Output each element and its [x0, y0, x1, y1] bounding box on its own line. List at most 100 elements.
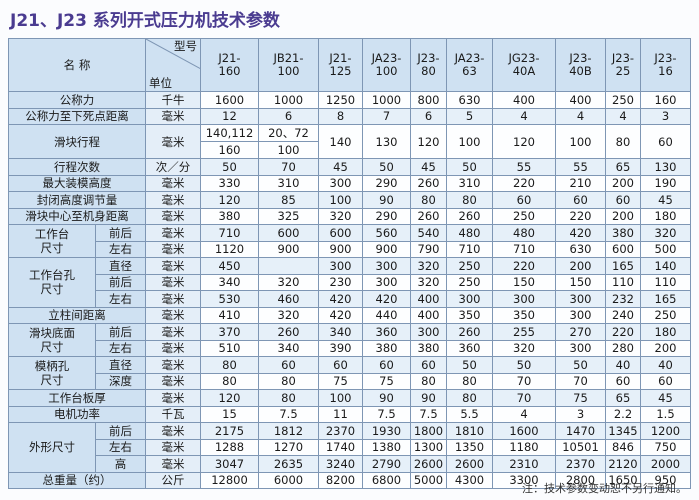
value-cell: 1300: [410, 438, 447, 456]
value-cell: 630: [446, 91, 493, 109]
value-cell: 320: [640, 224, 691, 242]
value-cell: 180: [640, 207, 691, 225]
value-cell: 50: [200, 158, 259, 176]
value-cell: 790: [410, 240, 447, 258]
value-cell: 60: [640, 372, 691, 390]
unit-cell: 毫米: [145, 389, 201, 407]
value-cell: 165: [640, 290, 691, 308]
value-cell: 400: [555, 91, 606, 109]
value-cell: 4300: [446, 471, 493, 489]
value-cell: 360: [362, 323, 411, 341]
header-row: 名 称 型号 单位 J21- 160 JB21- 100 J21- 125 JA23-…: [8, 38, 691, 92]
value-cell: 380: [362, 339, 411, 357]
unit-cell: 毫米: [145, 306, 201, 324]
value-cell: 390: [318, 339, 363, 357]
value-cell: 270: [555, 323, 606, 341]
value-cell: 6: [258, 107, 319, 125]
value-cell: 45: [640, 191, 691, 209]
value-cell: 2.2: [605, 405, 641, 423]
unit-cell: 毫米: [145, 207, 201, 225]
value-cell: 710: [492, 240, 556, 258]
value-cell: 380: [200, 207, 259, 225]
value-cell: 900: [258, 240, 319, 258]
value-cell: 1270: [258, 438, 319, 456]
value-line: 100: [277, 143, 300, 157]
value-cell: 60: [362, 356, 411, 374]
value-cell: 1600: [492, 422, 556, 440]
value-cell: 200: [555, 257, 606, 275]
value-cell: 45: [410, 158, 447, 176]
value-cell: 300: [555, 306, 606, 324]
value-cell: 560: [362, 224, 411, 242]
value-cell: 70: [258, 158, 319, 176]
sub-name: 前后: [95, 422, 146, 440]
value-cell: 6000: [258, 471, 319, 489]
sub-name: 深度: [95, 372, 146, 390]
value-cell: 250: [446, 273, 493, 291]
value-cell: 2000: [640, 455, 691, 473]
value-cell: 500: [640, 240, 691, 258]
row-name: 封闭高度调节量: [8, 191, 146, 209]
value-cell: 1250: [318, 91, 363, 109]
row-name: 总重量（约）: [8, 471, 146, 489]
value-cell: 300: [362, 257, 411, 275]
value-cell: 80: [200, 356, 259, 374]
value-cell: 40: [640, 356, 691, 374]
value-cell: 5: [446, 107, 493, 125]
unit-label: 单位: [149, 76, 172, 90]
table-row: 公称力 千牛 1600 1000 1250 1000 800 630 400 400 250 160: [8, 91, 691, 109]
model-header: JA23- 100: [362, 38, 411, 92]
value-cell: 60: [318, 356, 363, 374]
table-row: 模柄孔 尺寸 直径 毫米 80 60 60 60 60 50 50 50 40 40: [8, 356, 691, 390]
model-header: J23- 80: [410, 38, 447, 92]
sub-name: 前后: [95, 224, 146, 242]
value-cell: 70: [555, 372, 606, 390]
value-cell: 7.5: [410, 405, 447, 423]
value-cell: 1350: [446, 438, 493, 456]
value-cell: 250: [446, 257, 493, 275]
value-cell: 1180: [492, 438, 556, 456]
value-cell: 2600: [446, 455, 493, 473]
value-cell: 85: [258, 191, 319, 209]
value-cell: 1812: [258, 422, 319, 440]
value-cell: 260: [410, 174, 447, 192]
value-cell: 80: [258, 389, 319, 407]
row-name: 行程次数: [8, 158, 146, 176]
value-cell: 220: [605, 323, 641, 341]
value-cell: 260: [446, 207, 493, 225]
table-row: 行程次数 次／分 50 70 45 50 45 50 55 55 65 130: [8, 158, 691, 176]
table-row: 工作台板厚 毫米 120 80 100 90 90 80 70 75 65 45: [8, 389, 691, 407]
model-header: J21- 160: [200, 38, 259, 92]
value-cell: 300: [446, 290, 493, 308]
value-cell: 510: [200, 339, 259, 357]
value-cell: 420: [318, 290, 363, 308]
table-row: 左右 毫米 530 460 420 420 400 300 300 300 232 165: [9, 290, 691, 308]
unit-cell: 毫米: [145, 372, 201, 390]
value-cell: 15: [200, 405, 259, 423]
value-cell: 55: [555, 158, 606, 176]
value-cell: 50: [555, 356, 606, 374]
table-row: 总重量（约） 公斤 12800 6000 8200 6800 5000 4300 3300 280…: [8, 471, 691, 489]
value-cell: 165: [605, 257, 641, 275]
table-row: 左右 毫米 1288 1270 1740 1380 1300 1350 1180 10501 846…: [9, 438, 691, 456]
value-cell: 320: [410, 273, 447, 291]
value-cell: 460: [258, 290, 319, 308]
value-cell: 200: [640, 339, 691, 357]
value-cell: 600: [258, 224, 319, 242]
value-cell: 90: [410, 389, 447, 407]
value-cell: 380: [410, 339, 447, 357]
value-cell: 710: [200, 224, 259, 242]
value-cell: 4: [492, 405, 556, 423]
row-name: 公称力: [8, 91, 146, 109]
value-cell: 140: [318, 124, 363, 159]
unit-cell: 毫米: [145, 257, 201, 275]
value-cell: 900: [362, 240, 411, 258]
value-cell: 140,112 160: [200, 124, 259, 159]
value-cell: 60: [410, 356, 447, 374]
value-cell: 750: [640, 438, 691, 456]
value-cell: 20、72 100: [258, 124, 319, 159]
value-cell: 150: [555, 273, 606, 291]
value-cell: 100: [318, 191, 363, 209]
sub-name: 直径: [95, 356, 146, 374]
value-cell: 300: [410, 323, 447, 341]
